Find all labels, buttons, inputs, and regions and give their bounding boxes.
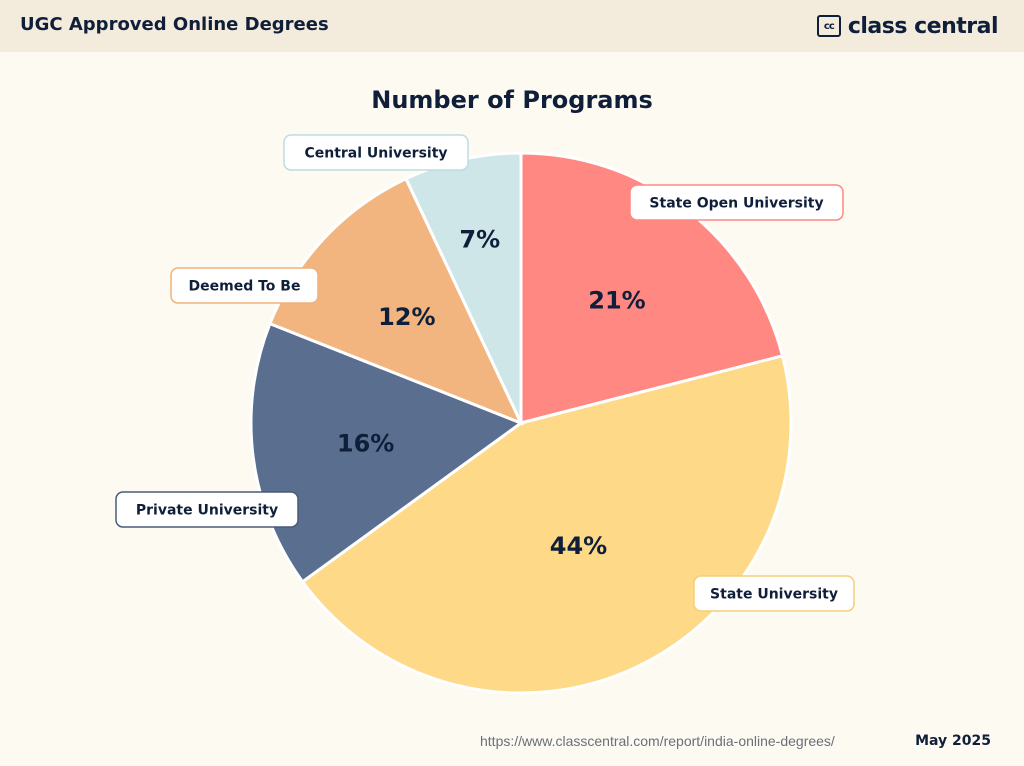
slice-percent-label: 44%: [550, 532, 607, 560]
class-central-logo[interactable]: cc class central: [816, 12, 999, 40]
footer-url[interactable]: https://www.classcentral.com/report/indi…: [480, 733, 835, 749]
legend-label-state-university: State University: [693, 575, 855, 612]
slice-percent-label: 7%: [459, 226, 500, 254]
slice-percent-label: 21%: [588, 286, 645, 314]
legend-label-state-open-university: State Open University: [629, 184, 844, 221]
slice-percent-label: 12%: [378, 303, 435, 331]
header-title: UGC Approved Online Degrees: [20, 14, 329, 35]
legend-label-private-university: Private University: [115, 491, 299, 528]
pie-slice-private-university: [249, 321, 525, 584]
pie-slice-deemed-to-be: [268, 176, 524, 426]
footer-date: May 2025: [915, 733, 991, 749]
svg-text:Central University: Central University: [304, 146, 447, 162]
cc-logo-icon: cc: [816, 15, 841, 37]
legend-label-central-university: Central University: [283, 134, 469, 171]
svg-text:Private University: Private University: [136, 503, 278, 519]
pie-slice-state-university: [300, 354, 793, 695]
slice-percent-label: 16%: [337, 430, 394, 458]
header-bar: UGC Approved Online Degrees cc class cen…: [0, 0, 1024, 52]
logo-text: class central: [847, 13, 999, 39]
svg-text:State Open University: State Open University: [649, 196, 823, 212]
chart-title: Number of Programs: [371, 86, 653, 114]
svg-text:State University: State University: [710, 587, 838, 603]
svg-text:Deemed To Be: Deemed To Be: [189, 279, 301, 295]
legend-label-deemed-to-be: Deemed To Be: [170, 267, 319, 304]
